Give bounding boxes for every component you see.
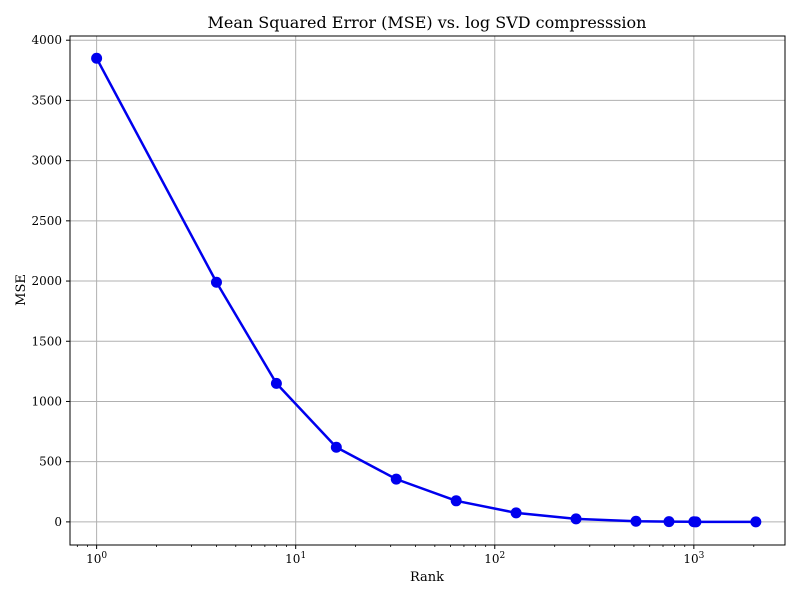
x-axis-label: Rank	[410, 570, 444, 585]
x-tick-label: 101	[285, 551, 306, 566]
x-tick-label: 100	[86, 551, 107, 566]
plot-frame	[69, 35, 786, 546]
data-point	[450, 495, 462, 507]
y-tick-label: 3500	[31, 93, 62, 107]
data-point	[750, 516, 762, 528]
grid	[70, 36, 785, 545]
data-point	[630, 515, 642, 527]
y-tick-label: 1500	[31, 334, 62, 348]
y-tick-label: 4000	[31, 33, 62, 47]
data-point	[690, 516, 702, 528]
x-tick-label: 103	[683, 551, 704, 566]
y-tick-label: 2000	[31, 274, 62, 288]
chart-title: Mean Squared Error (MSE) vs. log SVD com…	[208, 13, 647, 32]
y-tick-label: 2500	[31, 214, 62, 228]
data-point	[570, 513, 582, 525]
y-axis-label: MSE	[14, 274, 29, 306]
x-tick-label: 102	[484, 551, 505, 566]
data-point	[390, 473, 402, 485]
data-point	[510, 507, 522, 519]
data-point	[270, 377, 282, 389]
y-tick-label: 3000	[31, 154, 62, 168]
data-point	[210, 276, 222, 288]
data-point	[91, 52, 103, 64]
y-tick-label: 500	[39, 455, 62, 469]
series-layer	[91, 52, 762, 528]
data-point	[663, 516, 675, 528]
ticks: 0 500 1000 1500 2000 2500 3000 3500 4000 100 101 10…	[31, 33, 755, 566]
data-point	[330, 441, 342, 453]
series-line	[95, 57, 756, 524]
y-tick-label: 1000	[31, 394, 62, 408]
y-tick-label: 0	[54, 515, 62, 529]
